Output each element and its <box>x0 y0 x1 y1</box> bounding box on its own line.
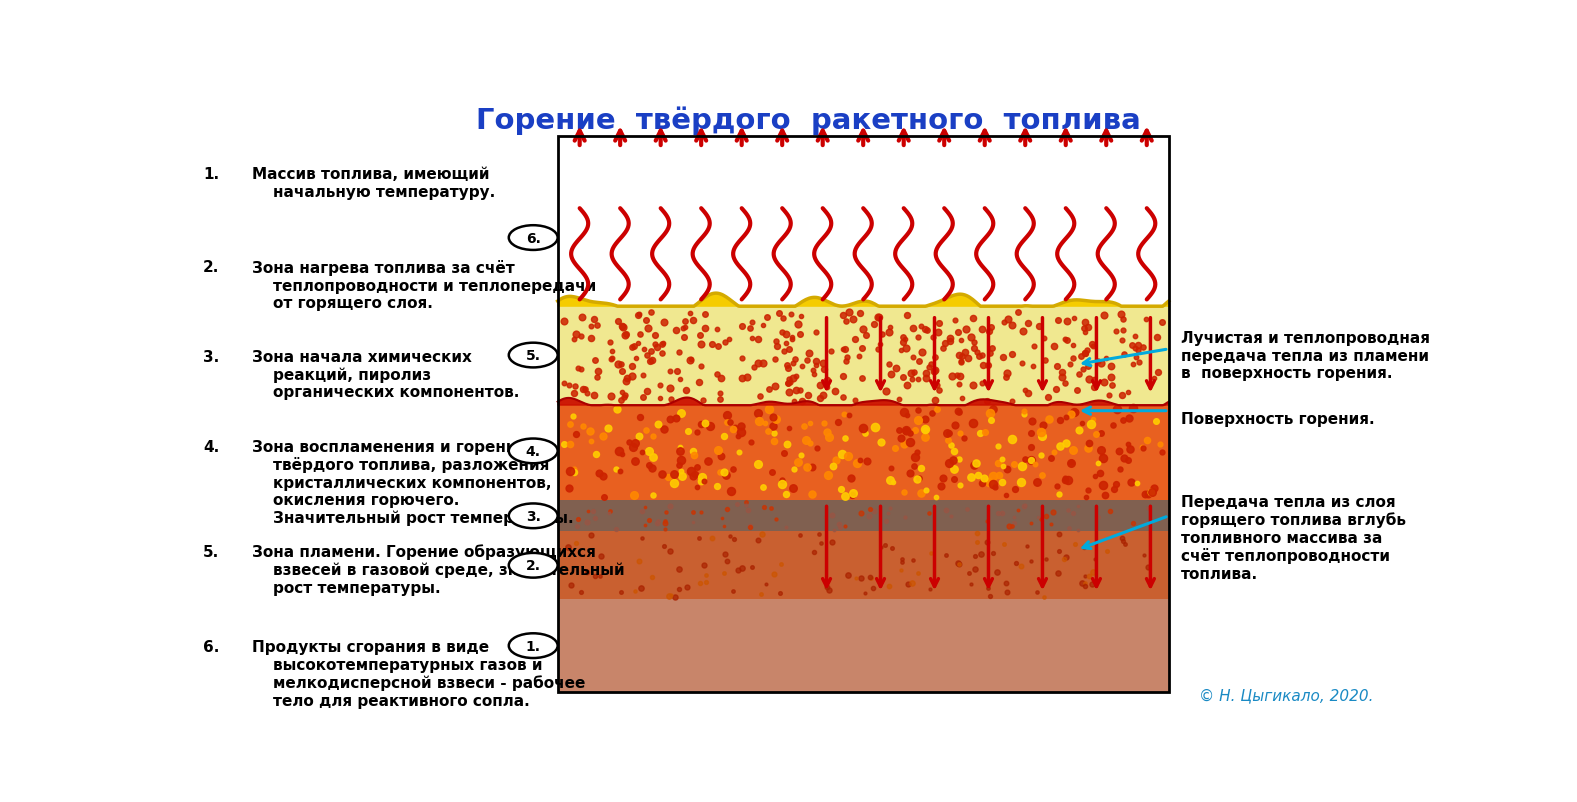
Text: 6.: 6. <box>203 640 219 654</box>
Text: 4.: 4. <box>525 444 541 458</box>
Bar <box>558 532 1169 600</box>
Text: Передача тепла из слоя
горящего топлива вглубь
топливного массива за
счёт теплоп: Передача тепла из слоя горящего топлива … <box>1181 495 1407 581</box>
Text: Зона пламени. Горение образующихся
    взвесей в газовой среде, значительный
   : Зона пламени. Горение образующихся взвес… <box>252 544 624 595</box>
Text: 3.: 3. <box>203 350 219 364</box>
Text: Зона нагрева топлива за счёт
    теплопроводности и теплопередачи
    от горящег: Зона нагрева топлива за счёт теплопровод… <box>252 260 596 310</box>
Text: 5.: 5. <box>203 544 219 559</box>
Bar <box>558 306 1169 405</box>
Bar <box>558 500 1169 532</box>
Text: 6.: 6. <box>525 231 541 245</box>
Bar <box>558 136 1169 306</box>
Text: 3.: 3. <box>525 509 541 523</box>
Text: Поверхность горения.: Поверхность горения. <box>1181 411 1375 426</box>
Bar <box>558 405 1169 500</box>
Text: 1.: 1. <box>525 639 541 653</box>
Bar <box>558 600 1169 692</box>
Text: 5.: 5. <box>525 349 541 363</box>
Text: Массив топлива, имеющий
    начальную температуру.: Массив топлива, имеющий начальную темпер… <box>252 168 495 200</box>
Text: Зона воспламенения и горения
    твёрдого топлива, разложения
    кристаллически: Зона воспламенения и горения твёрдого то… <box>252 439 574 525</box>
Text: 4.: 4. <box>203 439 219 454</box>
Text: 2.: 2. <box>203 260 219 275</box>
Circle shape <box>509 634 558 658</box>
Text: © Н. Цыгикало, 2020.: © Н. Цыгикало, 2020. <box>1199 687 1374 703</box>
Text: Продукты сгорания в виде
    высокотемпературных газов и
    мелкодисперсной взв: Продукты сгорания в виде высокотемперату… <box>252 640 585 707</box>
Circle shape <box>509 439 558 464</box>
Text: 1.: 1. <box>203 168 219 182</box>
Circle shape <box>509 504 558 529</box>
Text: Лучистая и теплопроводная
передача тепла из пламени
в  поверхность горения.: Лучистая и теплопроводная передача тепла… <box>1181 331 1430 381</box>
Circle shape <box>509 226 558 250</box>
Text: Зона начала химических
    реакций, пиролиз
    органических компонентов.: Зона начала химических реакций, пиролиз … <box>252 350 519 399</box>
Circle shape <box>509 343 558 368</box>
Text: 2.: 2. <box>525 558 541 573</box>
Bar <box>558 136 1169 692</box>
Circle shape <box>509 553 558 578</box>
Text: Горение  твёрдого  ракетного  топлива: Горение твёрдого ракетного топлива <box>476 107 1140 136</box>
